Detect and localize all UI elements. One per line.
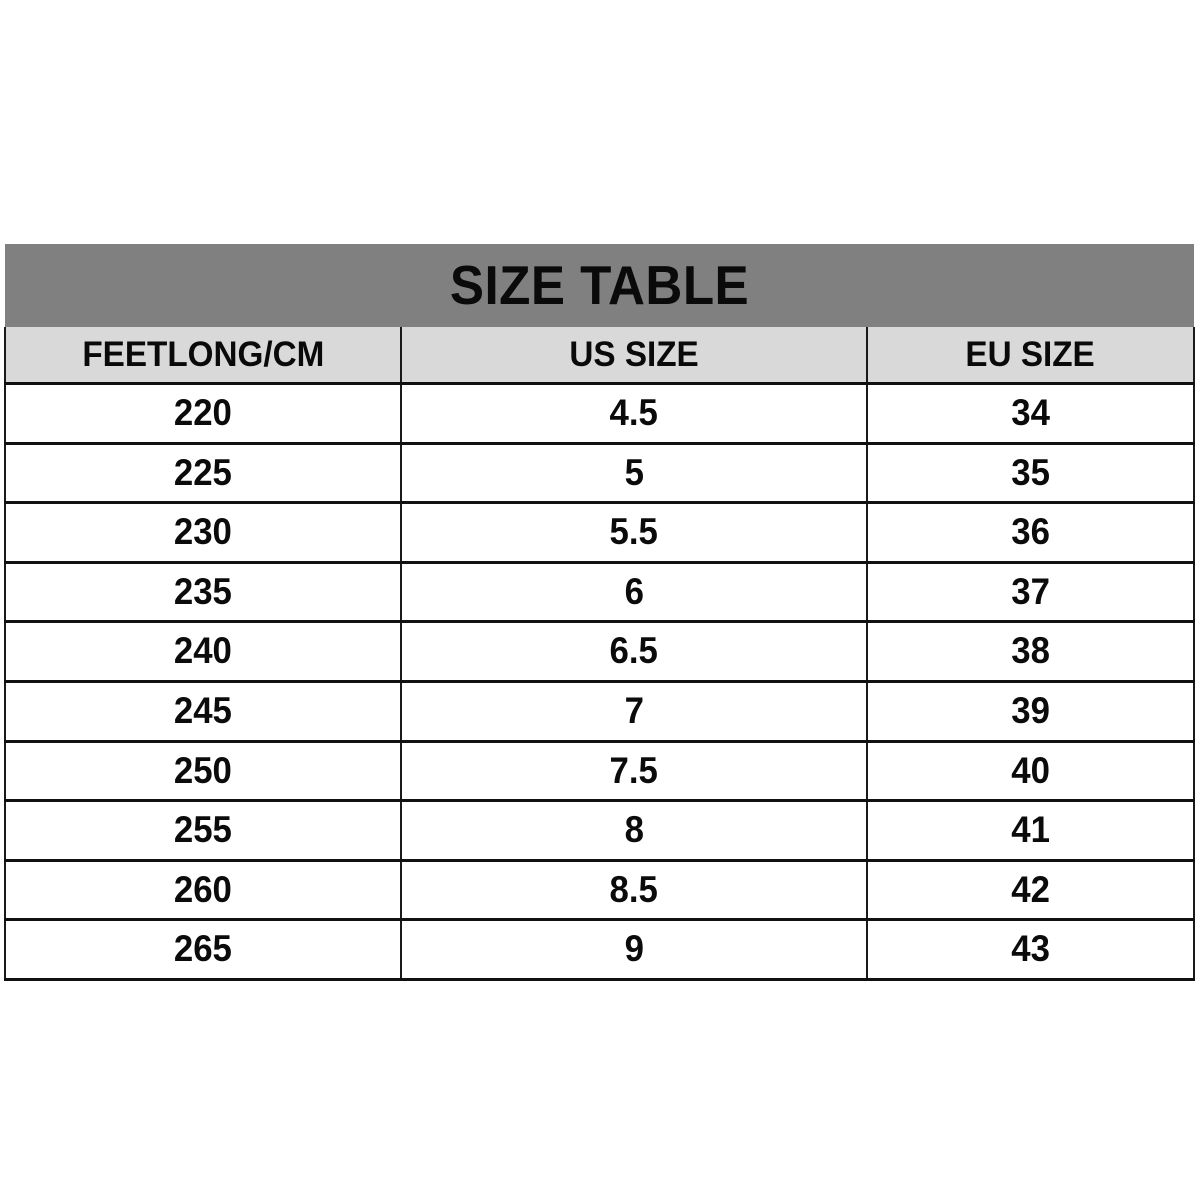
table-row: 230 5.5 36 — [4, 502, 1196, 564]
cell-value: 5.5 — [609, 511, 659, 553]
cell-value: 250 — [173, 749, 233, 791]
cell-value: 235 — [173, 570, 233, 612]
cell-value: 255 — [173, 809, 233, 851]
cell-value: 245 — [173, 689, 233, 731]
cell-feetlong-cm: 255 — [4, 800, 402, 862]
cell-value: 42 — [1011, 868, 1050, 910]
cell-us-size: 6 — [401, 562, 868, 624]
cell-value: 4.5 — [609, 392, 659, 433]
table-row: 235 6 37 — [4, 562, 1196, 624]
table-header-row: FEETLONG/CM US SIZE EU SIZE — [4, 327, 1196, 385]
table-row: 255 8 41 — [4, 800, 1196, 862]
cell-value: 8 — [624, 809, 644, 851]
cell-feetlong-cm: 240 — [4, 621, 402, 683]
column-header-eu-size: EU SIZE — [867, 327, 1196, 385]
table-title-cell: SIZE TABLE — [5, 244, 1195, 327]
cell-value: 240 — [173, 630, 233, 672]
column-header-label: EU SIZE — [965, 334, 1096, 374]
table-row: 225 5 35 — [4, 443, 1196, 505]
cell-feetlong-cm: 260 — [4, 860, 402, 922]
cell-value: 40 — [1011, 749, 1050, 791]
cell-value: 9 — [624, 928, 644, 970]
cell-feetlong-cm: 225 — [4, 443, 402, 505]
cell-feetlong-cm: 250 — [4, 741, 402, 803]
cell-us-size: 9 — [401, 919, 868, 981]
cell-feetlong-cm: 245 — [4, 681, 402, 743]
cell-eu-size: 42 — [867, 860, 1196, 922]
cell-value: 265 — [173, 928, 233, 970]
cell-value: 43 — [1011, 928, 1050, 970]
table-row: 250 7.5 40 — [4, 741, 1196, 803]
cell-eu-size: 40 — [867, 741, 1196, 803]
cell-us-size: 4.5 — [401, 383, 868, 445]
cell-feetlong-cm: 235 — [4, 562, 402, 624]
cell-value: 41 — [1011, 809, 1050, 851]
column-header-us-size: US SIZE — [401, 327, 868, 385]
cell-eu-size: 34 — [867, 383, 1196, 445]
cell-us-size: 8 — [401, 800, 868, 862]
cell-value: 36 — [1011, 511, 1050, 553]
cell-eu-size: 38 — [867, 621, 1196, 683]
cell-feetlong-cm: 220 — [4, 383, 402, 445]
cell-eu-size: 39 — [867, 681, 1196, 743]
cell-us-size: 5.5 — [401, 502, 868, 564]
table-row: 260 8.5 42 — [4, 860, 1196, 922]
column-header-label: US SIZE — [569, 334, 699, 374]
cell-eu-size: 37 — [867, 562, 1196, 624]
column-header-feetlong-cm: FEETLONG/CM — [4, 327, 402, 385]
cell-value: 35 — [1011, 451, 1050, 493]
column-header-label: FEETLONG/CM — [82, 334, 324, 374]
cell-us-size: 5 — [401, 443, 868, 505]
cell-value: 260 — [173, 868, 233, 910]
cell-eu-size: 36 — [867, 502, 1196, 564]
cell-eu-size: 41 — [867, 800, 1196, 862]
cell-value: 7.5 — [609, 749, 659, 791]
table-row: 245 7 39 — [4, 681, 1196, 743]
table-row: 220 4.5 34 — [4, 383, 1196, 445]
cell-us-size: 7.5 — [401, 741, 868, 803]
cell-us-size: 7 — [401, 681, 868, 743]
cell-value: 220 — [173, 392, 233, 433]
cell-value: 37 — [1011, 570, 1050, 612]
cell-eu-size: 43 — [867, 919, 1196, 981]
table-row: 265 9 43 — [4, 919, 1196, 981]
cell-eu-size: 35 — [867, 443, 1196, 505]
cell-value: 7 — [624, 689, 644, 731]
cell-value: 230 — [173, 511, 233, 553]
cell-feetlong-cm: 265 — [4, 919, 402, 981]
cell-value: 38 — [1011, 630, 1050, 672]
cell-value: 34 — [1011, 392, 1050, 433]
cell-value: 225 — [173, 451, 233, 493]
cell-value: 6 — [624, 570, 644, 612]
cell-us-size: 8.5 — [401, 860, 868, 922]
table-title-row: SIZE TABLE — [5, 244, 1195, 327]
cell-value: 8.5 — [609, 868, 659, 910]
cell-value: 6.5 — [609, 630, 659, 672]
table-row: 240 6.5 38 — [4, 621, 1196, 683]
cell-value: 39 — [1011, 689, 1050, 731]
size-table: SIZE TABLE FEETLONG/CM US SIZE EU SIZE 2… — [4, 244, 1196, 981]
cell-value: 5 — [624, 451, 644, 493]
cell-us-size: 6.5 — [401, 621, 868, 683]
page-title: SIZE TABLE — [449, 254, 750, 316]
cell-feetlong-cm: 230 — [4, 502, 402, 564]
